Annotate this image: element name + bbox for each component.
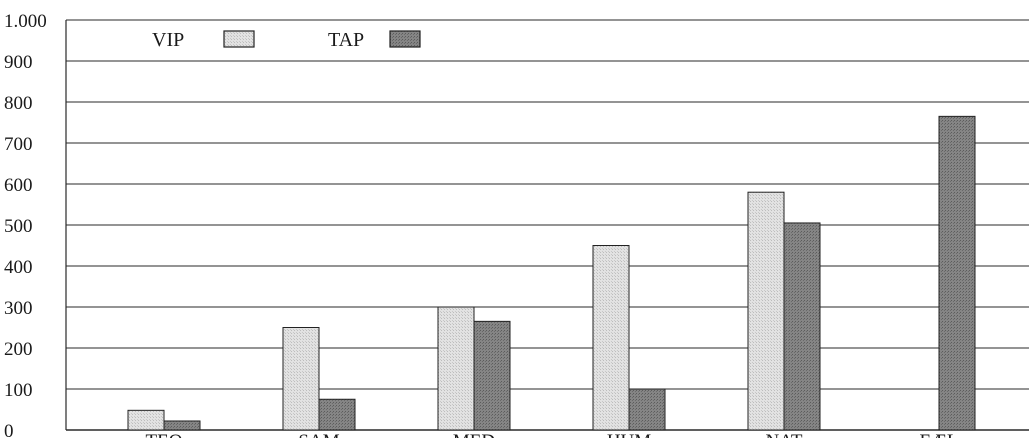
bar-vip-sam [282,327,320,431]
y-tick-label: 400 [4,257,33,278]
y-tick-label: 900 [4,52,33,73]
y-axis-tick-labels: 1.000 900 800 700 600 500 400 300 200 100 0 [4,11,47,438]
legend-label-tap: TAP [328,29,364,51]
bar-tap-nat [783,222,821,431]
y-tick-label: 0 [4,421,14,438]
bar-tap-sam [318,398,356,431]
legend-swatch-vip [223,30,255,48]
bar-vip-teo [127,409,165,431]
bar-tap-fæl [938,115,976,431]
y-tick-label: 1.000 [4,11,47,32]
y-tick-label: 600 [4,175,33,196]
x-tick-label: TEO [146,431,183,438]
y-tick-label: 500 [4,216,33,237]
bar-tap-med [473,320,511,431]
x-tick-label: FÆL [919,431,958,438]
y-tick-label: 100 [4,380,33,401]
bar-tap-teo [163,420,201,431]
x-axis-tick-labels: TEO SAM MED HUM NAT FÆL [146,431,959,438]
x-tick-label: HUM [607,431,651,438]
x-tick-label: SAM [298,431,339,438]
bar-vip-nat [747,191,785,431]
bar-vip-med [437,306,475,431]
bar-tap-hum [628,388,666,431]
bar-vip-hum [592,245,630,431]
y-tick-label: 200 [4,339,33,360]
legend: VIP TAP [152,29,421,51]
gridlines [65,19,1029,431]
y-tick-label: 800 [4,93,33,114]
y-tick-label: 300 [4,298,33,319]
x-tick-label: NAT [766,431,803,438]
bars [127,115,976,431]
legend-swatch-tap [389,30,421,48]
y-tick-label: 700 [4,134,33,155]
legend-label-vip: VIP [152,29,184,51]
x-tick-label: MED [453,431,495,438]
